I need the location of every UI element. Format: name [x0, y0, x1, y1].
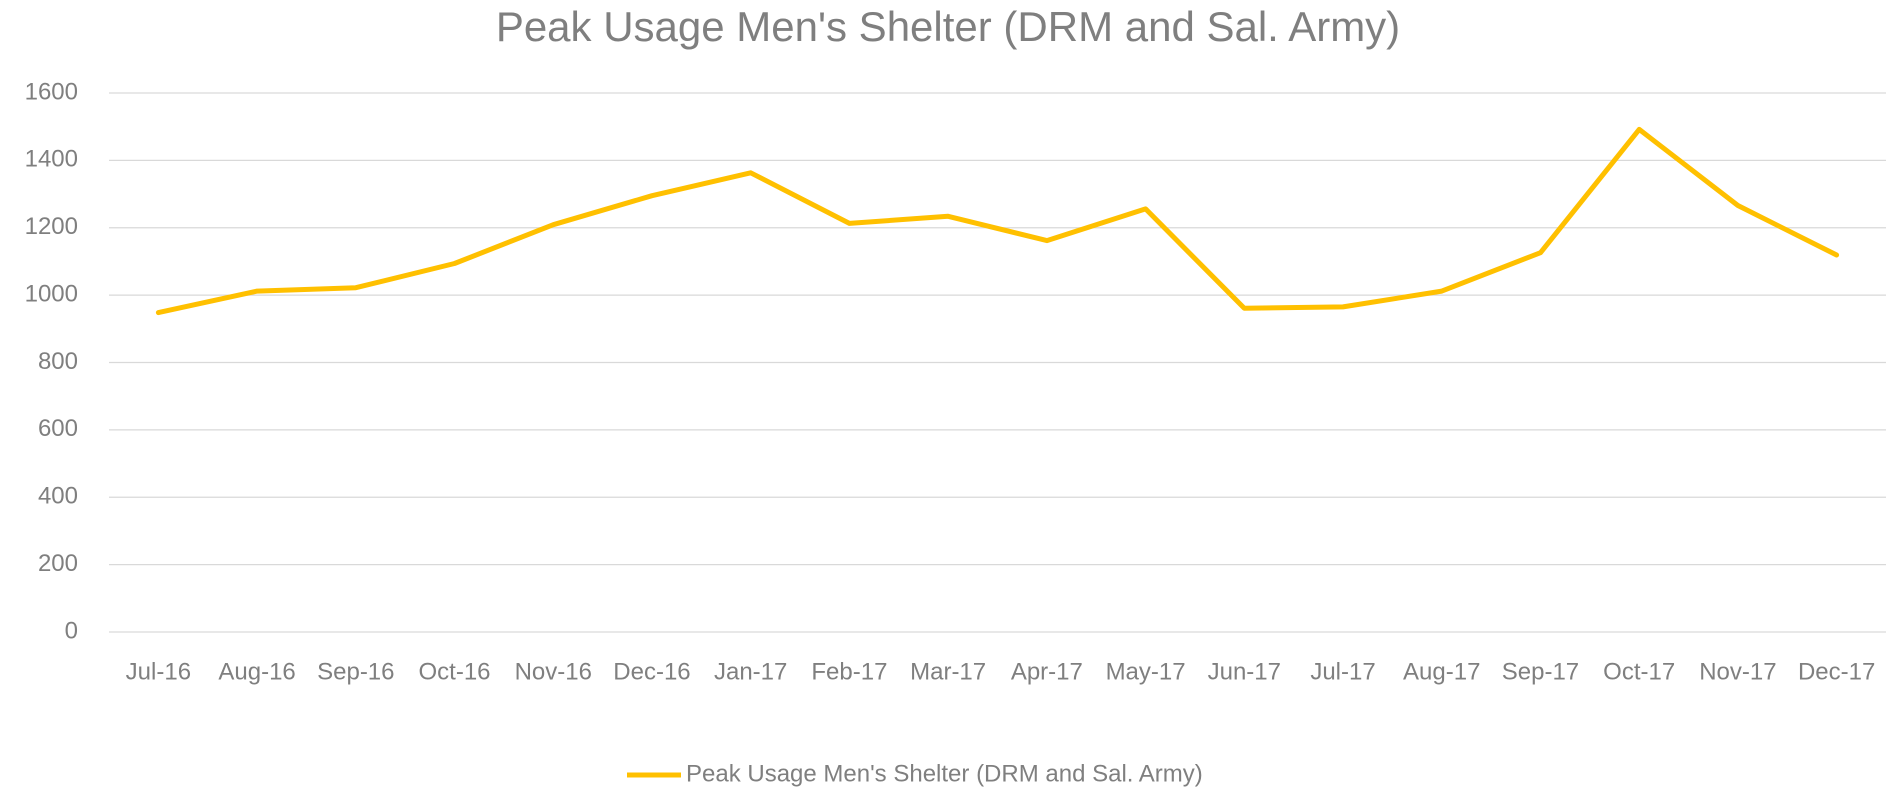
x-tick-label: Jul-17 — [1310, 658, 1375, 685]
x-tick-label: Mar-17 — [910, 658, 986, 685]
y-tick-label: 1600 — [25, 78, 78, 105]
x-tick-label: Oct-17 — [1603, 658, 1675, 685]
x-tick-label: Jun-17 — [1208, 658, 1281, 685]
y-tick-label: 600 — [38, 415, 78, 442]
y-tick-label: 1000 — [25, 280, 78, 307]
x-tick-label: Dec-17 — [1798, 658, 1875, 685]
x-tick-label: Feb-17 — [811, 658, 887, 685]
y-tick-label: 800 — [38, 348, 78, 375]
chart-title: Peak Usage Men's Shelter (DRM and Sal. A… — [496, 3, 1400, 50]
x-tick-label: May-17 — [1106, 658, 1186, 685]
y-tick-label: 0 — [65, 617, 78, 644]
data-line — [155, 126, 1840, 316]
y-tick-label: 1200 — [25, 213, 78, 240]
x-tick-label: Oct-16 — [419, 658, 491, 685]
x-tick-label: Aug-17 — [1403, 658, 1480, 685]
x-tick-label: Sep-16 — [317, 658, 394, 685]
x-tick-label: Sep-17 — [1502, 658, 1579, 685]
x-tick-label: Nov-17 — [1699, 658, 1776, 685]
legend-label: Peak Usage Men's Shelter (DRM and Sal. A… — [686, 760, 1203, 787]
y-tick-label: 400 — [38, 483, 78, 510]
x-tick-label: Nov-16 — [515, 658, 592, 685]
y-tick-label: 1400 — [25, 146, 78, 173]
x-tick-label: Jul-16 — [126, 658, 191, 685]
x-tick-label: Aug-16 — [218, 658, 295, 685]
x-tick-label: Apr-17 — [1011, 658, 1083, 685]
x-tick-label: Jan-17 — [714, 658, 787, 685]
y-tick-label: 200 — [38, 550, 78, 577]
x-tick-label: Dec-16 — [613, 658, 690, 685]
